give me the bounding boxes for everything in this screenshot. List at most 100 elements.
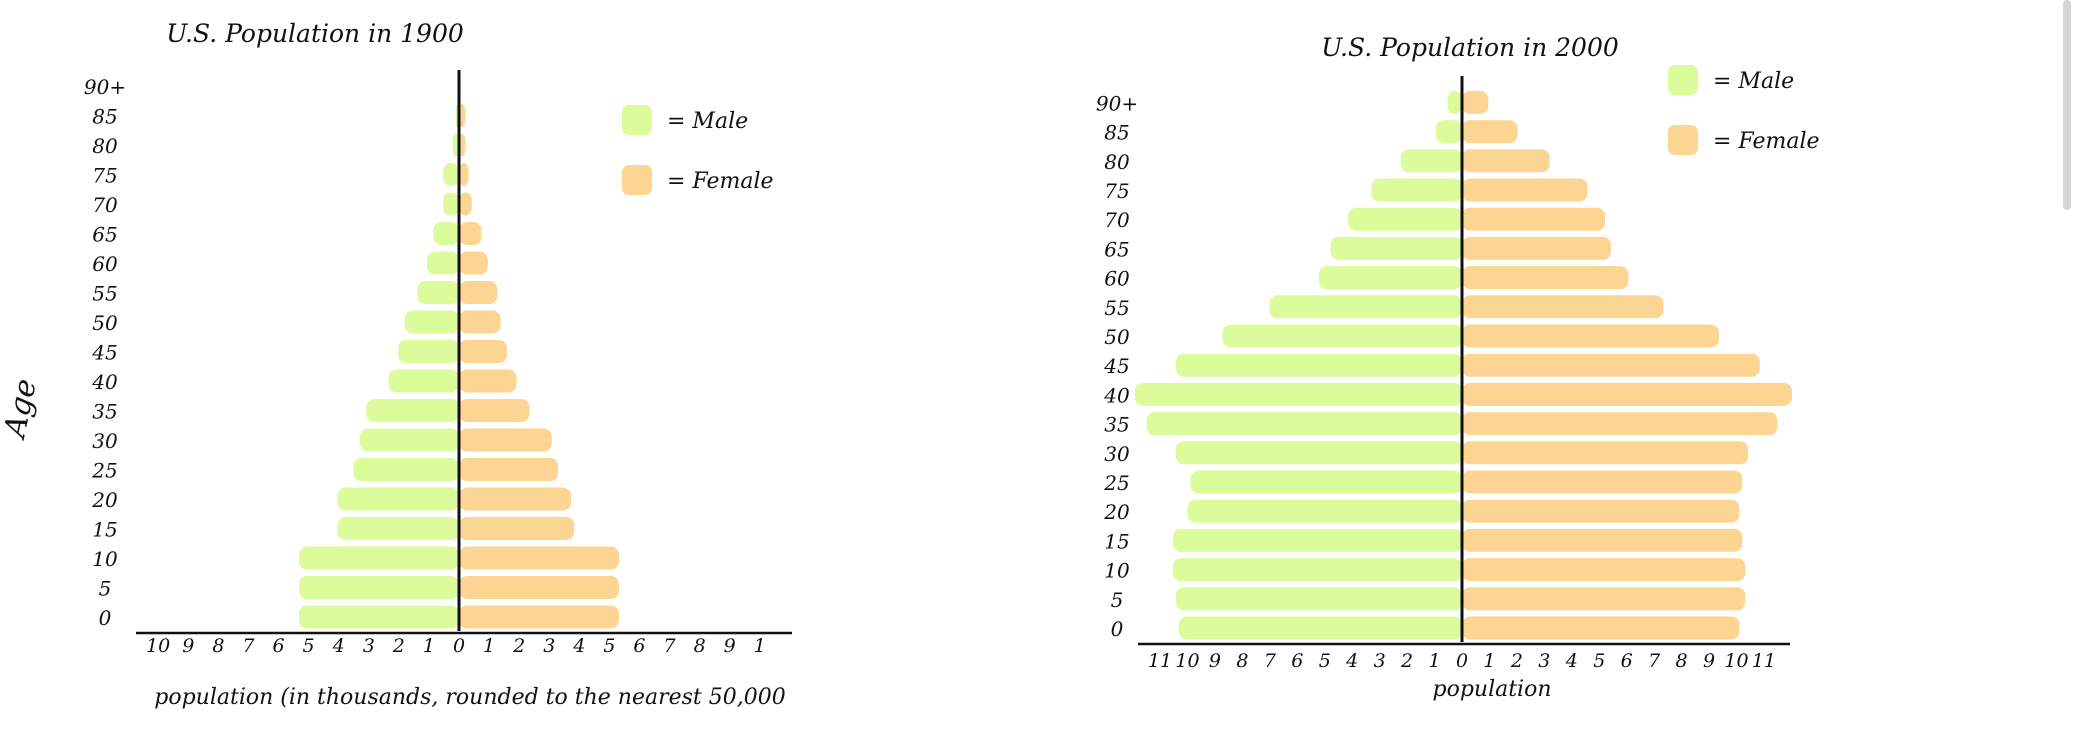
x-tick-label: 9 [1209, 650, 1221, 672]
x-tick-label: 1 [1429, 650, 1441, 672]
age-tick-label: 40 [91, 370, 118, 394]
female-bar [1462, 149, 1550, 173]
age-tick-label: 10 [1104, 559, 1130, 583]
x-tick-label: 7 [664, 635, 677, 657]
x-tick-label: 3 [1374, 650, 1386, 672]
age-tick-label: 5 [1111, 588, 1124, 612]
male-bar [1175, 587, 1462, 611]
x-tick-label: 6 [1621, 650, 1633, 672]
male-bar [1172, 558, 1462, 582]
female-bar [1462, 295, 1664, 319]
x-tick-label: 2 [392, 635, 405, 657]
x-tick-label: 4 [332, 635, 345, 657]
male-bar [404, 310, 459, 334]
female-bar [1462, 382, 1792, 406]
x-tick-label: 6 [633, 635, 645, 657]
male-bar [1178, 616, 1462, 640]
x-tick-label: 1 [754, 635, 766, 657]
female-bar [1462, 324, 1719, 348]
age-tick-label: 45 [91, 341, 117, 365]
x-tick-label: 6 [272, 635, 284, 657]
x-tick-label: 8 [1676, 650, 1688, 672]
x-tick-label: 0 [453, 635, 465, 657]
age-tick-label: 15 [1104, 529, 1129, 553]
x-tick-label: 7 [242, 635, 255, 657]
legend-female-swatch [1668, 125, 1698, 155]
age-tick-label: 0 [1111, 617, 1124, 641]
male-bar [1371, 178, 1462, 202]
legend-entry-label: = Female [1713, 129, 1820, 154]
chart-1900-title: U.S. Population in 1900 [166, 19, 464, 48]
female-bar [459, 487, 571, 511]
x-tick-label: 2 [512, 635, 525, 657]
x-tick-label: 3 [1538, 650, 1550, 672]
male-bar [366, 399, 459, 422]
x-tick-label: 3 [543, 635, 555, 657]
age-tick-label: 15 [92, 518, 117, 542]
male-bar [1172, 528, 1462, 552]
male-bar [1269, 295, 1462, 319]
chart-2000-title: U.S. Population in 2000 [1321, 33, 1619, 62]
female-bar [1462, 558, 1746, 582]
female-bar [1462, 207, 1606, 231]
male-bar [337, 487, 459, 511]
x-tick-label: 1 [483, 635, 495, 657]
x-tick-label: 7 [1264, 650, 1277, 672]
age-tick-label: 25 [1103, 471, 1129, 495]
chart-1900-y-axis-label: Age [0, 376, 44, 444]
age-tick-label: 40 [1103, 383, 1130, 407]
age-tick-label: 75 [1104, 179, 1129, 203]
x-tick-label: 1 [1483, 650, 1495, 672]
x-tick-label: 7 [1648, 650, 1661, 672]
x-tick-label: 9 [1703, 650, 1715, 672]
female-bar [459, 133, 466, 157]
male-bar [1400, 149, 1462, 173]
x-tick-label: 11 [1752, 650, 1776, 672]
age-tick-label: 90+ [1096, 91, 1138, 115]
female-bar [459, 251, 488, 275]
female-bar [459, 163, 469, 186]
x-tick-label: 4 [1565, 650, 1578, 672]
x-tick-label: 4 [572, 635, 585, 657]
female-bar [459, 369, 517, 393]
female-bar [1462, 353, 1760, 377]
male-bar [398, 340, 459, 363]
legend-male-swatch [622, 105, 652, 135]
male-bar [1435, 120, 1462, 144]
male-bar [359, 428, 459, 452]
male-bar [1447, 90, 1462, 114]
legend-entry-label: = Male [667, 109, 748, 134]
female-bar [459, 104, 466, 127]
age-tick-label: 10 [92, 547, 118, 571]
male-bar [1146, 412, 1462, 436]
age-tick-label: 55 [92, 282, 117, 306]
age-tick-label: 35 [92, 400, 117, 424]
female-bar [459, 458, 559, 481]
male-bar [1134, 382, 1462, 406]
female-bar [459, 605, 619, 629]
female-bar [459, 576, 619, 599]
female-bar [1462, 499, 1740, 523]
x-tick-label: 10 [146, 635, 170, 657]
age-tick-label: 25 [91, 459, 117, 483]
age-tick-label: 30 [92, 429, 118, 453]
pyramid-chart-2000: U.S. Population in 2000 population 05101… [1096, 33, 1820, 702]
x-tick-label: 8 [1236, 650, 1248, 672]
male-bar [433, 222, 459, 245]
male-bar [299, 576, 459, 599]
x-tick-label: 9 [724, 635, 736, 657]
female-bar [459, 517, 575, 540]
age-tick-label: 80 [1104, 150, 1130, 174]
age-tick-label: 50 [92, 311, 118, 335]
male-bar [452, 133, 459, 157]
x-tick-label: 6 [1291, 650, 1303, 672]
legend-entry-label: = Female [667, 169, 774, 194]
male-bar [1187, 499, 1462, 523]
male-bar [1190, 470, 1462, 494]
male-bar [443, 192, 459, 216]
x-tick-label: 10 [1724, 650, 1748, 672]
vertical-scrollbar[interactable] [2063, 0, 2071, 210]
age-tick-label: 60 [1104, 267, 1130, 291]
x-tick-label: 4 [1345, 650, 1358, 672]
